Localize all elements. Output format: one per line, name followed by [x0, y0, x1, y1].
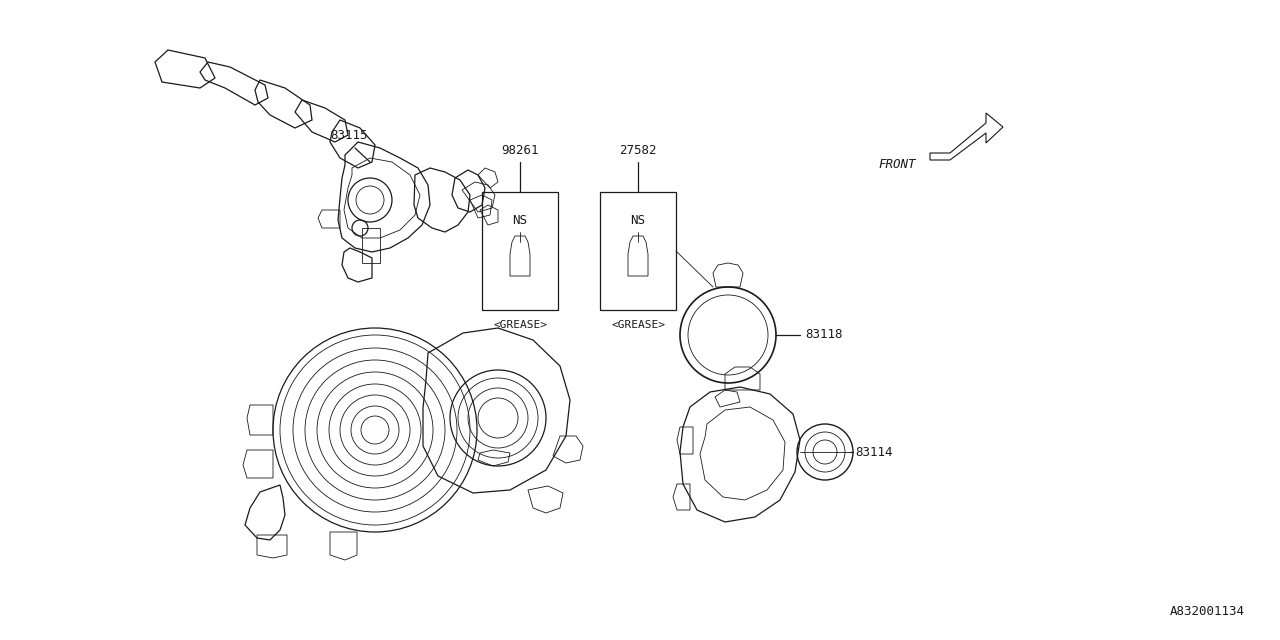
Text: FRONT: FRONT: [878, 159, 915, 172]
Bar: [600, 192, 676, 310]
Text: <GREASE>: <GREASE>: [493, 320, 547, 330]
Text: A832001134: A832001134: [1170, 605, 1245, 618]
Text: 98261: 98261: [502, 144, 539, 157]
Bar: [362, 228, 380, 263]
Text: NS: NS: [631, 214, 645, 227]
Text: 83115: 83115: [330, 129, 367, 142]
Text: 83114: 83114: [855, 445, 892, 458]
Text: <GREASE>: <GREASE>: [611, 320, 666, 330]
Text: 27582: 27582: [620, 144, 657, 157]
Bar: [483, 192, 558, 310]
Text: NS: NS: [512, 214, 527, 227]
Text: 83118: 83118: [805, 328, 842, 342]
